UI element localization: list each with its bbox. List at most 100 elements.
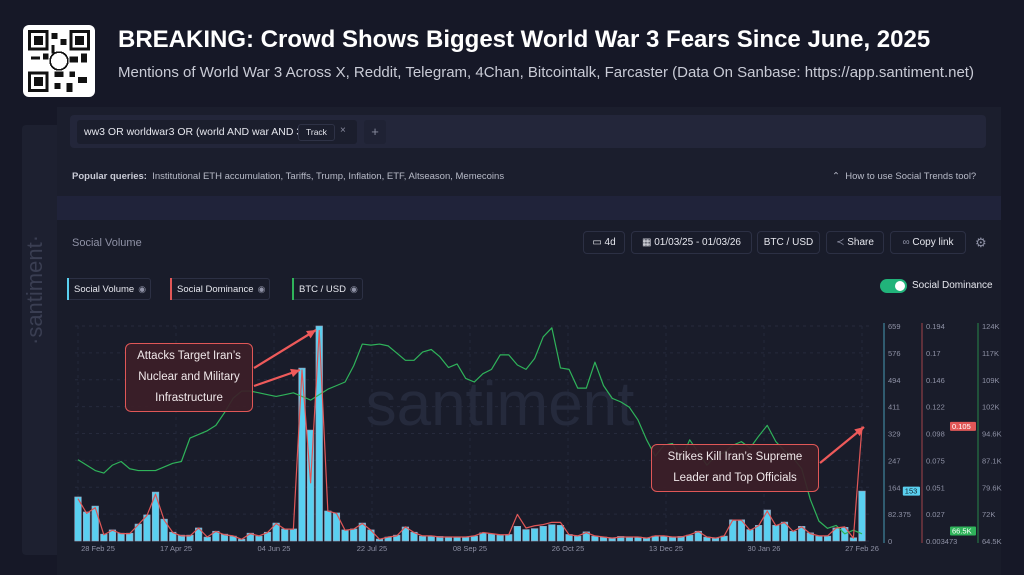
volume-bar [74, 496, 82, 542]
legend-social-dominance[interactable]: Social Dominance ◉ [170, 278, 271, 300]
share-label: Share [847, 237, 874, 248]
volume-bar [591, 535, 599, 542]
y-tick-label: 0.075 [926, 456, 945, 465]
volume-bar [487, 533, 496, 542]
popular-queries-list[interactable]: Institutional ETH accumulation, Tariffs,… [152, 171, 505, 182]
volume-bar [307, 429, 315, 542]
how-to-link[interactable]: ⌃ How to use Social Trends tool? [832, 171, 976, 182]
popular-queries-label: Popular queries: [72, 171, 147, 182]
popular-queries: Popular queries: Institutional ETH accum… [72, 171, 504, 182]
last-value-label: 153 [905, 487, 918, 496]
qr-code-icon [23, 25, 95, 97]
x-tick-label: 04 Jun 25 [258, 544, 291, 553]
y-tick-label: 247 [888, 456, 901, 465]
volume-bar [83, 511, 91, 542]
volume-bar [582, 531, 590, 542]
annotation-line: Strikes Kill Iran’s Supreme [667, 451, 803, 463]
settings-gear-icon[interactable]: ⚙ [975, 235, 987, 250]
how-to-label: How to use Social Trends tool? [845, 171, 977, 182]
volume-bar [574, 535, 582, 542]
x-tick-label: 27 Feb 26 [845, 544, 879, 553]
x-tick-label: 30 Jan 26 [748, 544, 781, 553]
annotation-line: Attacks Target Iran’s [137, 350, 241, 362]
last-value-badge [950, 526, 976, 536]
volume-bar [453, 536, 461, 542]
volume-bar [470, 535, 478, 542]
volume-bar [806, 532, 814, 542]
y-tick-label: 0.17 [926, 349, 941, 358]
volume-bar [203, 536, 211, 542]
x-tick-label: 17 Apr 25 [160, 544, 192, 553]
last-value-label: 0.105 [952, 422, 971, 431]
share-button[interactable]: ≺ Share [826, 231, 884, 254]
y-tick-label: 659 [888, 322, 901, 331]
volume-bar [444, 536, 453, 542]
volume-bar [815, 535, 823, 542]
annotation-line: Infrastructure [155, 392, 223, 404]
chart-title: Social Volume [72, 237, 142, 249]
annotation-iran-nuclear: Attacks Target Iran’s Nuclear and Milita… [125, 343, 253, 412]
y-tick-label: 82.375 [888, 510, 911, 519]
volume-bar [177, 534, 185, 542]
y-tick-label: 0.027 [926, 510, 945, 519]
annotation-arrow [253, 329, 317, 369]
eye-icon[interactable]: ◉ [257, 284, 266, 294]
eye-icon[interactable]: ◉ [138, 284, 147, 294]
date-range-label: 01/03/25 - 01/03/26 [654, 237, 741, 248]
arrow-head-icon [306, 330, 316, 339]
annotation-supreme-leader: Strikes Kill Iran’s Supreme Leader and T… [651, 444, 819, 492]
legend-label: Social Dominance [177, 284, 254, 295]
asset-button[interactable]: BTC / USD [757, 231, 820, 254]
y-tick-label: 87.1K [982, 456, 1002, 465]
annotation-arrow [819, 426, 865, 464]
y-tick-label: 94.6K [982, 430, 1002, 439]
legend-label: Social Volume [74, 284, 135, 295]
legend-btc-usd[interactable]: BTC / USD ◉ [292, 278, 363, 300]
eye-icon[interactable]: ◉ [349, 284, 358, 294]
volume-bar [522, 529, 530, 542]
y-tick-label: 0.098 [926, 430, 945, 439]
y-tick-label: 0.051 [926, 483, 945, 492]
volume-bar [479, 532, 487, 542]
x-tick-label: 28 Feb 25 [81, 544, 115, 553]
volume-bar [341, 529, 349, 542]
copy-link-label: Copy link [912, 237, 954, 248]
santiment-watermark: santiment [366, 370, 635, 439]
copy-link-button[interactable]: ∞ Copy link [890, 231, 966, 254]
track-button[interactable]: Track [298, 124, 335, 141]
volume-bar [298, 367, 306, 542]
volume-bar [668, 536, 677, 542]
volume-bar [289, 528, 297, 542]
volume-bar [539, 526, 547, 542]
divider-band [57, 196, 1001, 220]
close-icon[interactable]: × [340, 125, 346, 136]
social-dominance-line [77, 329, 863, 540]
legend-label: BTC / USD [299, 284, 346, 295]
volume-bar [686, 534, 694, 542]
y-tick-label: 117K [982, 349, 999, 358]
last-value-label: 66.5K [952, 527, 972, 536]
legend-swatch [292, 278, 294, 300]
social-dominance-toggle[interactable] [880, 279, 907, 293]
volume-bar [823, 535, 832, 542]
y-tick-label: 0.194 [926, 322, 945, 331]
y-tick-label: 64.5K [982, 537, 1002, 546]
volume-bar [556, 525, 565, 542]
volume-bar [858, 490, 866, 542]
volume-bar [789, 530, 797, 542]
volume-bar [462, 536, 470, 542]
y-tick-label: 411 [888, 403, 900, 412]
legend-social-volume[interactable]: Social Volume ◉ [67, 278, 152, 300]
y-tick-label: 0.003473 [926, 537, 957, 546]
y-tick-label: 494 [888, 376, 901, 385]
add-query-button[interactable]: + [364, 120, 386, 144]
volume-bar [496, 534, 504, 542]
volume-bar [660, 535, 668, 542]
date-range-button[interactable]: ▦ 01/03/25 - 01/03/26 [631, 231, 752, 254]
y-tick-label: 79.6K [982, 483, 1002, 492]
y-tick-label: 109K [982, 376, 1000, 385]
volume-bar [513, 526, 521, 542]
y-tick-label: 329 [888, 430, 901, 439]
interval-button[interactable]: ▭ 4d [583, 231, 625, 254]
